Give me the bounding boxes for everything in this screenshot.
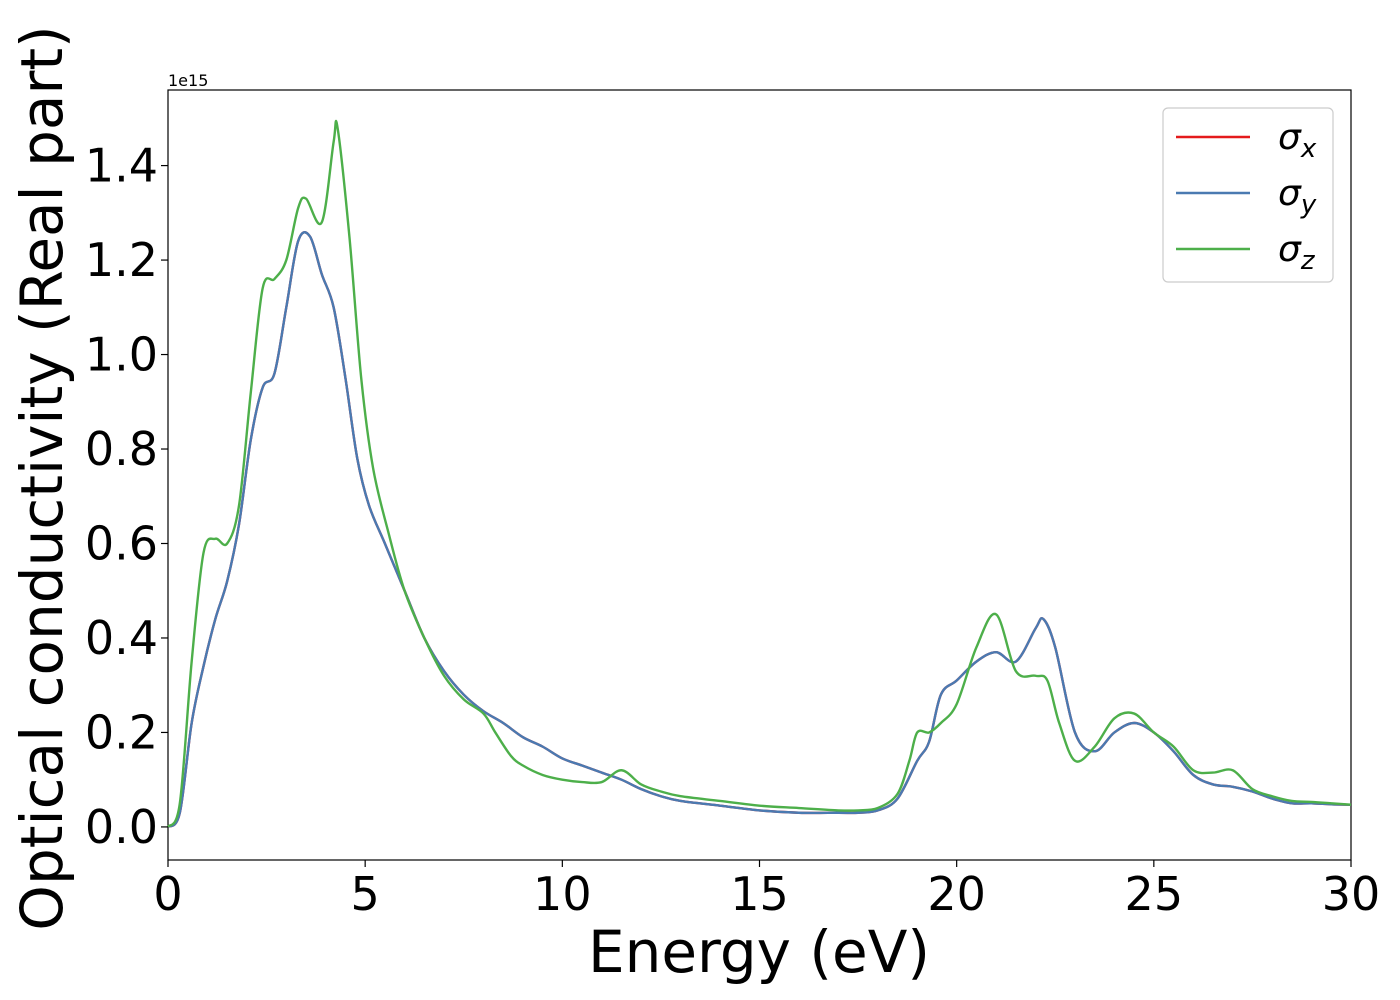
offset-label: 1e15 [168,71,208,90]
legend-label-symbol: σ [1278,173,1302,214]
x-tick-label: 10 [533,867,592,921]
series-layer [166,119,1352,828]
y-axis: 0.0 0.2 0.4 0.6 0.8 1.0 1.2 1.4 [85,139,168,854]
x-tick-label: 20 [927,867,986,921]
x-tick-label: 15 [730,867,789,921]
legend-label-subscript: x [1300,134,1317,164]
legend-label-subscript: y [1300,190,1317,220]
y-tick-label: 0.4 [85,611,158,665]
y-tick-label: 0.2 [85,705,158,759]
x-axis-label: Energy (eV) [588,918,930,986]
y-tick-label: 0.6 [85,516,158,570]
y-tick-label: 0.0 [85,800,158,854]
y-tick-label: 1.4 [85,139,158,193]
series-line-x [167,231,1352,828]
x-tick-label: 30 [1322,867,1381,921]
legend-label-x: σx [1278,117,1317,164]
y-tick-label: 1.2 [85,233,158,287]
legend-label-subscript: z [1300,246,1316,276]
x-tick-label: 0 [153,867,182,921]
legend-label-symbol: σ [1278,117,1302,158]
legend-label-symbol: σ [1278,229,1302,270]
x-axis: 0 5 10 15 20 25 30 [153,860,1380,921]
legend-label-y: σy [1278,173,1317,220]
legend-label-z: σz [1278,229,1316,276]
series-line-y [167,231,1352,828]
y-axis-label: Optical conductivity (Real part) [8,25,76,930]
x-tick-label: 5 [351,867,380,921]
y-tick-label: 0.8 [85,422,158,476]
legend-box [1162,107,1334,283]
y-tick-label: 1.0 [85,328,158,382]
x-tick-label: 25 [1125,867,1184,921]
series-line-z [166,119,1352,828]
